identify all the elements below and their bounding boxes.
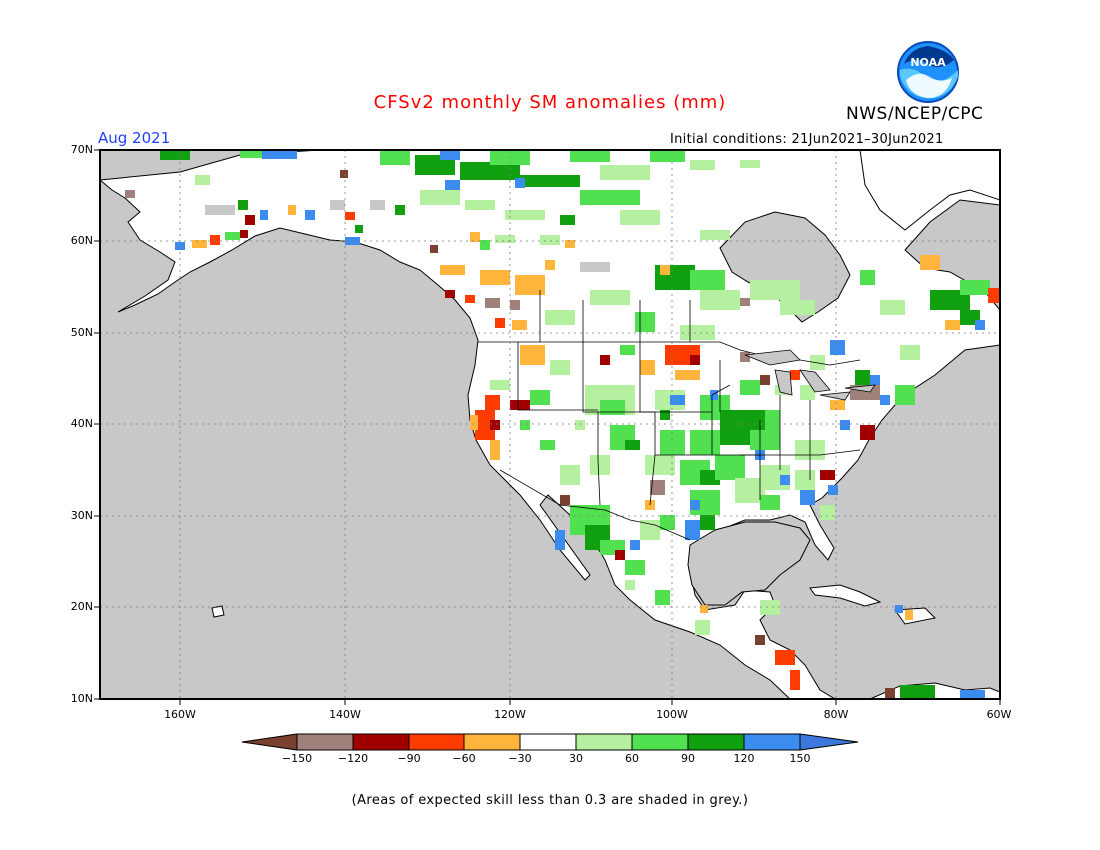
colorbar-segment-90-120 [687, 733, 745, 751]
graticule [100, 150, 1000, 699]
skill-footnote: (Areas of expected skill less than 0.3 a… [351, 793, 749, 808]
lat-label-30n: 30N [70, 509, 93, 522]
lat-label-50n: 50N [70, 326, 93, 339]
lat-label-60n: 60N [70, 234, 93, 247]
map-title: CFSv2 monthly SM anomalies (mm) [373, 92, 727, 113]
lon-label-120w: 120W [494, 708, 526, 721]
colorbar-label: 90 [681, 752, 695, 765]
colorbar-label: 120 [733, 752, 755, 765]
greenland [859, 150, 1000, 231]
colorbar-label: 30 [569, 752, 583, 765]
lon-label-160w: 160W [164, 708, 196, 721]
colorbar-segment-120-150 [743, 733, 801, 751]
lat-label-70n: 70N [70, 143, 93, 156]
lon-label-60w: 60W [986, 708, 1012, 721]
colorbar-segment-near-normal [519, 733, 577, 751]
colorbar-segment-gt-150 [799, 733, 859, 751]
colorbar-label: 150 [789, 752, 811, 765]
noaa-logo-text: NOAA [910, 56, 946, 69]
colorbar-label: −30 [508, 752, 532, 765]
colorbar-segment-150-120 [296, 733, 354, 751]
valid-month-label: Aug 2021 [98, 129, 171, 147]
colorbar-label: −120 [337, 752, 369, 765]
lon-label-80w: 80W [823, 708, 849, 721]
lat-label-40n: 40N [70, 417, 93, 430]
gulf-of-mexico [687, 521, 811, 606]
colorbar-segment-120-90 [352, 733, 410, 751]
lat-label-20n: 20N [70, 600, 93, 613]
lon-label-140w: 140W [329, 708, 361, 721]
colorbar-segment-30-60 [575, 733, 633, 751]
initial-conditions-label: Initial conditions: 21Jun2021–30Jun2021 [670, 132, 944, 147]
colorbar-segment-90-60 [408, 733, 465, 751]
colorbar-label: −60 [452, 752, 476, 765]
colorbar-label: −90 [397, 752, 421, 765]
great-lakes [744, 349, 876, 401]
hawaii [211, 605, 225, 618]
lon-label-100w: 100W [656, 708, 688, 721]
colorbar-segment-60-30 [463, 733, 521, 751]
colorbar-label: −150 [281, 752, 313, 765]
colorbar-segment-lt-150 [241, 733, 298, 751]
colorbar-segment-60-90 [631, 733, 689, 751]
colorbar-label: 60 [625, 752, 639, 765]
noaa-logo: NOAA [897, 41, 959, 103]
anomaly-cells [125, 150, 1000, 699]
axis-ticks [94, 149, 1001, 705]
lat-label-10n: 10N [70, 692, 93, 705]
agency-label: NWS/NCEP/CPC [846, 104, 984, 124]
cuba [809, 584, 882, 607]
